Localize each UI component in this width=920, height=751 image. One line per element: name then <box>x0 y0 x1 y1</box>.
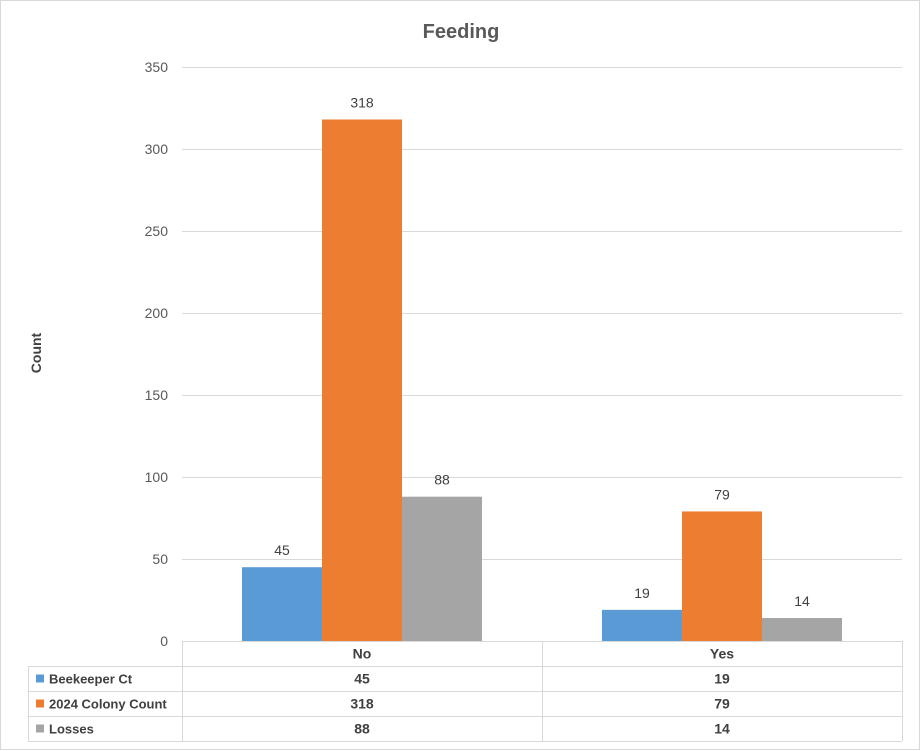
y-tick-label: 350 <box>145 59 169 75</box>
legend-key <box>36 674 44 683</box>
y-tick-label: 100 <box>145 469 169 485</box>
table-cell: 79 <box>714 696 730 712</box>
data-label: 318 <box>350 94 374 110</box>
x-category-label: No <box>353 646 372 662</box>
data-labels: 45 19 318 79 88 14 <box>274 94 810 609</box>
data-label: 19 <box>634 585 650 601</box>
bar <box>322 119 402 642</box>
table-cell: 88 <box>354 721 370 737</box>
bar <box>682 511 762 641</box>
legend-label: Losses <box>49 722 94 737</box>
y-tick-label: 250 <box>145 223 169 239</box>
data-label: 45 <box>274 542 290 558</box>
x-category-label: Yes <box>710 646 734 662</box>
chart-title: Feeding <box>423 21 500 43</box>
y-tick-labels: 0 50 100 150 200 250 300 350 <box>145 59 169 649</box>
y-tick-label: 300 <box>145 141 169 157</box>
legend-key <box>36 699 44 708</box>
table-cell: 318 <box>350 696 374 712</box>
y-tick-label: 200 <box>145 305 169 321</box>
y-tick-label: 50 <box>152 551 168 567</box>
bars <box>242 119 842 642</box>
legend-label: 2024 Colony Count <box>49 697 167 712</box>
data-label: 79 <box>714 486 730 502</box>
data-table: No Yes Beekeeper Ct 45 19 2024 Colony Count 31… <box>28 641 903 742</box>
data-label: 88 <box>434 472 450 488</box>
bar <box>242 567 322 641</box>
y-tick-label: 150 <box>145 387 169 403</box>
legend-label: Beekeeper Ct <box>49 672 133 687</box>
table-cell: 45 <box>354 671 370 687</box>
table-cell: 14 <box>714 721 730 737</box>
y-axis-label: Count <box>28 332 44 373</box>
gridlines <box>182 67 902 642</box>
bar <box>602 609 682 641</box>
bar <box>402 496 482 641</box>
legend-key <box>36 724 44 733</box>
table-cell: 19 <box>714 671 730 687</box>
y-tick-label: 0 <box>160 633 168 649</box>
data-label: 14 <box>794 593 810 609</box>
bar <box>762 618 842 641</box>
